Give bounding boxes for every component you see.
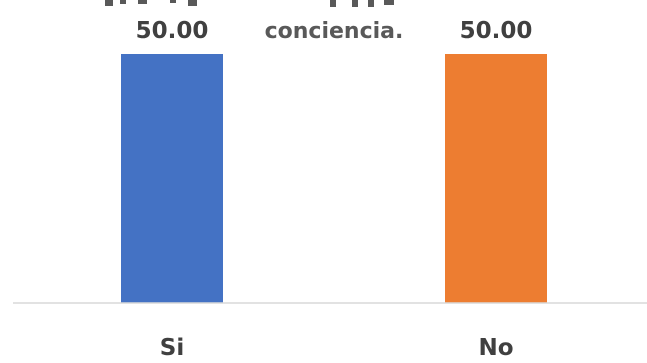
category-axis-labels: Si No (160, 335, 514, 361)
bar-no (445, 54, 547, 303)
title-clipped-fragment (105, 0, 394, 7)
category-label-si: Si (160, 335, 184, 358)
data-labels-layer: 50.00 50.00 (136, 18, 533, 44)
data-label-no: 50.00 (460, 18, 533, 44)
data-label-si: 50.00 (136, 18, 209, 44)
chart-title-line: conciencia. (265, 19, 404, 44)
bars-layer (121, 54, 547, 303)
category-label-no: No (478, 335, 513, 358)
bar-si (121, 54, 223, 303)
